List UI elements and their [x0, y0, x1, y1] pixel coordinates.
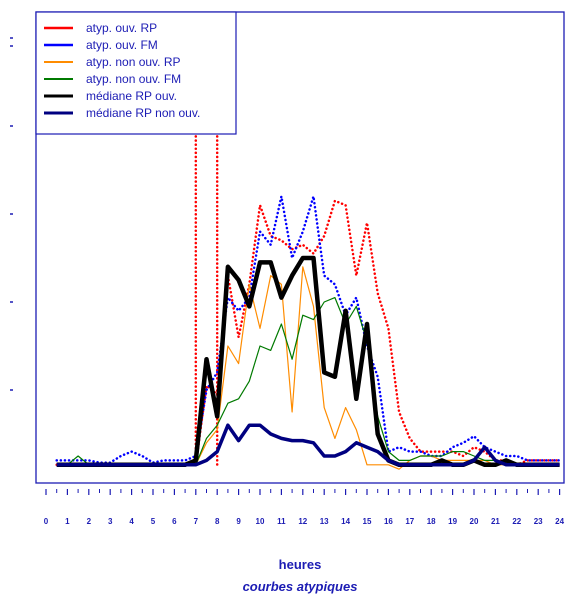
- axes: 0 1 2 3 4 5 6 7 8 9 10 11 12 13 14 15 16 17 18 19 20 21 22 23 24: [10, 37, 565, 526]
- x-tick-label-14: 14: [341, 517, 350, 526]
- x-tick-label-19: 19: [448, 517, 457, 526]
- x-tick-label-13: 13: [320, 517, 329, 526]
- x-tick-label-7: 7: [194, 517, 199, 526]
- x-axis-label: heures: [279, 557, 322, 572]
- x-tick-label-24: 24: [555, 517, 564, 526]
- x-tick-label-3: 3: [108, 517, 113, 526]
- x-tick-label-0: 0: [44, 517, 49, 526]
- series-line-3: [56, 297, 560, 466]
- series-line-2: [56, 266, 560, 470]
- x-tick-label-1: 1: [65, 517, 70, 526]
- x-tick-label-23: 23: [534, 517, 543, 526]
- x-tick-label-6: 6: [172, 517, 177, 526]
- x-tick-label-15: 15: [363, 517, 372, 526]
- x-tick-label-21: 21: [491, 517, 500, 526]
- plot-frame: [35, 11, 565, 484]
- series-line-0: [55, 199, 561, 467]
- legend-label-4: médiane RP ouv.: [86, 89, 177, 103]
- x-tick-label-12: 12: [298, 517, 307, 526]
- x-tick-label-5: 5: [151, 517, 156, 526]
- x-tick-label-4: 4: [129, 517, 134, 526]
- series-layer: [55, 36, 561, 470]
- x-tick-label-10: 10: [256, 517, 265, 526]
- x-tick-label-8: 8: [215, 517, 220, 526]
- chart-title: courbes atypiques: [243, 579, 358, 594]
- x-tick-label-2: 2: [87, 517, 92, 526]
- series-line-1: [55, 195, 561, 464]
- plot-area: [35, 11, 565, 484]
- series-line-5: [56, 423, 560, 467]
- x-tick-label-11: 11: [277, 517, 286, 526]
- legend-label-3: atyp. non ouv. FM: [86, 72, 181, 86]
- legend-label-5: médiane RP non ouv.: [86, 106, 200, 120]
- series-line-4: [56, 255, 560, 468]
- x-tick-label-18: 18: [427, 517, 436, 526]
- x-tick-label-16: 16: [384, 517, 393, 526]
- x-tick-label-17: 17: [405, 517, 414, 526]
- x-tick-label-20: 20: [470, 517, 479, 526]
- x-tick-label-22: 22: [512, 517, 521, 526]
- legend-label-2: atyp. non ouv. RP: [86, 55, 181, 69]
- legend: atyp. ouv. RP atyp. ouv. FM atyp. non ouv.…: [35, 11, 237, 135]
- x-tick-label-9: 9: [236, 517, 241, 526]
- legend-label-0: atyp. ouv. RP: [86, 21, 157, 35]
- legend-label-1: atyp. ouv. FM: [86, 38, 158, 52]
